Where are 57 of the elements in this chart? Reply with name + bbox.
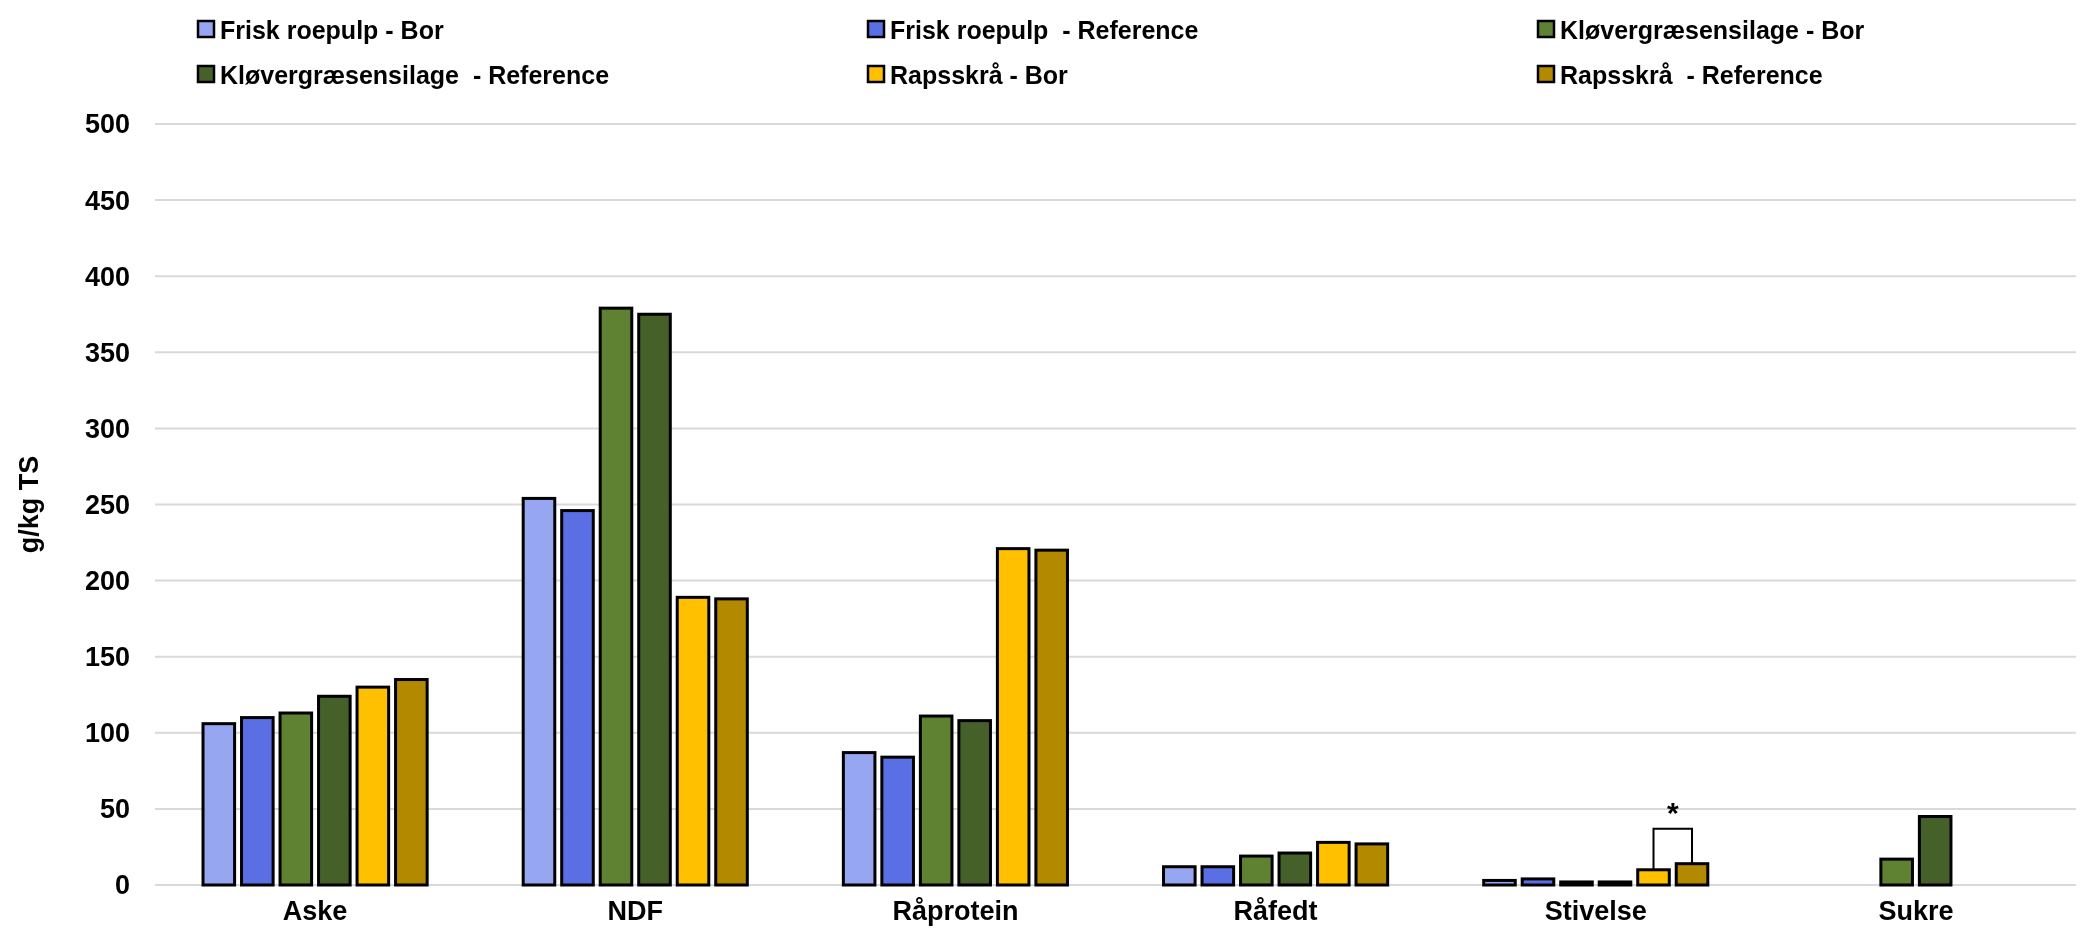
bar [278,711,314,887]
bar [1674,862,1710,887]
bar [880,755,915,887]
y-tick-label: 200 [84,566,130,597]
x-tick-label: NDF [607,896,663,926]
legend-label: Kløvergræsensilage - Bor [1560,15,1865,44]
bar [1597,880,1633,887]
bar [714,597,749,887]
annotation: * [1666,795,1679,829]
bar [1034,548,1069,887]
bar [675,595,711,887]
y-tick-label: 50 [99,794,130,825]
bar [957,719,992,887]
bar [1559,880,1594,887]
y-tick-label: 0 [114,870,130,901]
y-tick-label: 350 [84,337,130,368]
bar [1316,840,1351,887]
bar [995,547,1031,887]
bar [1239,854,1274,887]
bar [1482,878,1517,887]
y-tick-label: 100 [84,718,130,749]
x-tick-label: Stivelse [1544,896,1647,926]
x-tick-label: Råfedt [1233,896,1318,926]
bar [394,678,429,887]
bar [637,312,672,887]
y-tick-label: 450 [84,185,130,216]
x-tick-label: Råprotein [892,896,1019,926]
x-tick-label: Aske [282,896,348,926]
legend-label: Kløvergræsensilage - Reference [220,60,610,89]
bar [1636,868,1671,887]
legend-label: Rapsskrå - Bor [890,60,1069,89]
bar [598,306,634,887]
bar [1200,865,1236,887]
bar [317,694,352,887]
bar [1277,851,1313,887]
bar [1917,815,1953,887]
y-tick-label: 500 [84,109,130,140]
x-tick-label: Sukre [1878,896,1954,926]
bar [560,509,595,887]
bar [918,714,954,887]
bar [1354,842,1390,887]
bar [240,716,275,887]
bar [201,722,237,887]
bar [841,751,877,887]
legend-label: Rapsskrå - Reference [1560,60,1823,89]
legend-label: Frisk roepulp - Reference [890,15,1199,44]
legend-label: Frisk roepulp - Bor [220,15,444,44]
y-tick-label: 300 [84,413,130,444]
y-tick-label: 150 [84,642,130,673]
bar [1879,857,1914,887]
bar [355,685,391,887]
y-axis-title: g/kg TS [14,455,44,554]
y-tick-label: 250 [84,489,130,520]
bar [521,496,557,887]
bar [1520,877,1556,887]
y-tick-label: 400 [84,261,130,292]
bar [1162,865,1197,887]
